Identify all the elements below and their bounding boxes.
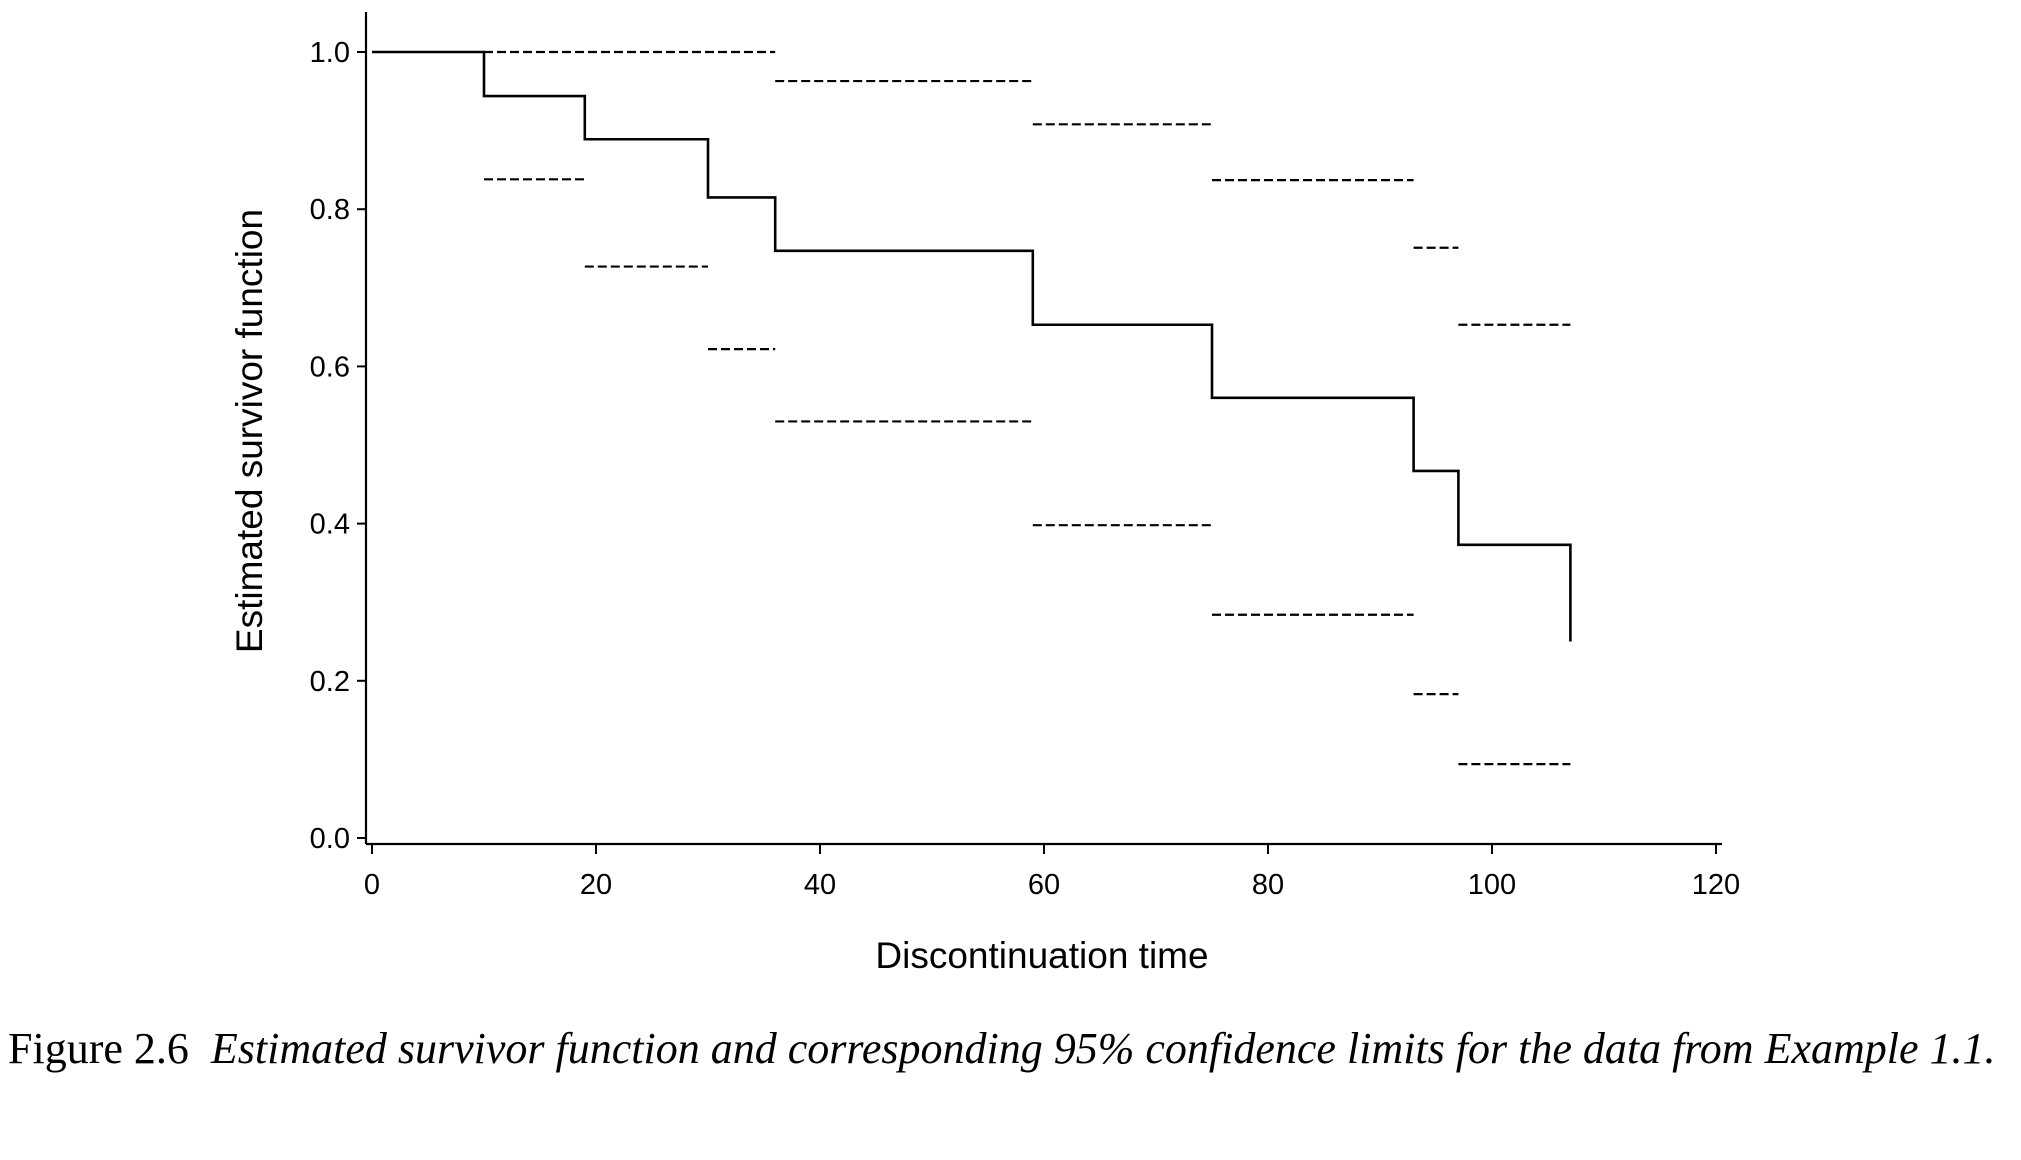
- x-tick-label: 80: [1252, 869, 1284, 901]
- y-tick-label: 0.4: [310, 509, 350, 541]
- y-tick-label: 0.6: [310, 351, 350, 383]
- figure-caption-label: Figure 2.6: [8, 1024, 189, 1073]
- y-tick-label: 0.2: [310, 666, 350, 698]
- y-tick-label: 0.0: [310, 823, 350, 855]
- x-tick-label: 100: [1468, 869, 1516, 901]
- x-tick-label: 40: [804, 869, 836, 901]
- survivor-chart: 0 20 40 60 80 100 120 0.0 0.2 0.4 0.6 0.8 1.0 Discon…: [229, 12, 1740, 976]
- x-tick-label: 120: [1692, 869, 1740, 901]
- x-tick-label: 20: [580, 869, 612, 901]
- survivor-step-line: [372, 50, 1572, 642]
- x-tick-label: 0: [364, 869, 380, 901]
- x-tick-label: 60: [1028, 869, 1060, 901]
- y-tick-label: 0.8: [310, 194, 350, 226]
- y-axis-title: Estimated survivor function: [229, 209, 270, 653]
- plot-area: [372, 50, 1572, 766]
- axes: 0 20 40 60 80 100 120 0.0 0.2 0.4 0.6 0.8 1.0: [310, 12, 1740, 901]
- y-tick-label: 1.0: [310, 37, 350, 69]
- figure-caption-text: Estimated survivor function and correspo…: [210, 1024, 1996, 1073]
- figure-caption: Figure 2.6 Estimated survivor function a…: [8, 1020, 2013, 1078]
- x-axis-title: Discontinuation time: [875, 935, 1208, 976]
